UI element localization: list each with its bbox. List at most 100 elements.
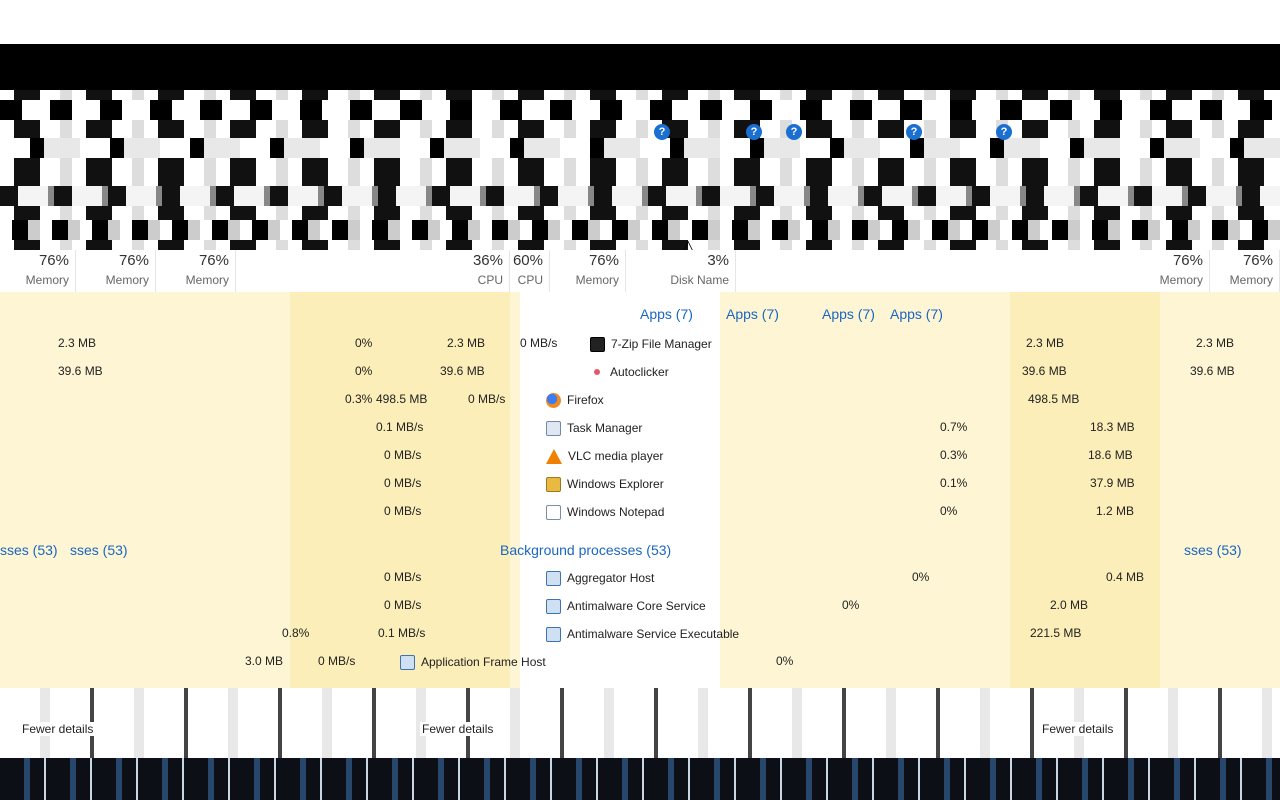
- column-header-memory[interactable]: 76% Memory: [0, 250, 76, 292]
- process-table: Apps (7) Apps (7) Apps (7) Apps (7) 2.3 …: [0, 292, 1280, 688]
- table-row[interactable]: 0.1 MB/s Task Manager 0.7% 18.3 MB: [0, 414, 1280, 442]
- header-percent: 76%: [1242, 252, 1273, 269]
- cpu-value: 0.3%: [940, 448, 968, 462]
- process-label: VLC media player: [568, 449, 664, 463]
- process-name: 7-Zip File Manager: [590, 334, 712, 354]
- status-bar: Fewer details Fewer details Fewer detail…: [0, 688, 1280, 758]
- table-row[interactable]: 0 MB/s Windows Explorer 0.1% 37.9 MB: [0, 470, 1280, 498]
- column-header-memory[interactable]: 76% Memory: [156, 250, 236, 292]
- memory-value: 39.6 MB: [440, 364, 485, 378]
- glitch-strip: [0, 100, 1280, 120]
- process-label: 7-Zip File Manager: [611, 337, 712, 351]
- vlc-icon: [546, 448, 562, 464]
- process-label: Aggregator Host: [567, 571, 655, 585]
- help-icon[interactable]: ?: [786, 124, 802, 140]
- disk-value: 0 MB/s: [384, 504, 422, 518]
- process-name: Windows Notepad: [546, 502, 664, 522]
- heat-column: [1010, 292, 1160, 688]
- table-row[interactable]: 0.8% 0.1 MB/s Antimalware Service Execut…: [0, 620, 1280, 648]
- table-row[interactable]: 3.0 MB 0 MB/s Application Frame Host 0%: [0, 648, 1280, 676]
- group-header-background[interactable]: sses (53) sses (53) Background processes…: [0, 536, 1280, 564]
- process-label: Antimalware Core Service: [567, 599, 706, 613]
- column-header-memory[interactable]: 76% Memory: [76, 250, 156, 292]
- cpu-value: 0%: [940, 504, 958, 518]
- column-header-memory[interactable]: 76% Memory: [1126, 250, 1210, 292]
- explorer-icon: [546, 476, 561, 492]
- column-header-cpu[interactable]: 60% CPU: [510, 250, 550, 292]
- process-label: Firefox: [567, 393, 604, 407]
- cpu-value: 0%: [912, 570, 930, 584]
- header-percent: 76%: [588, 252, 619, 269]
- group-label: sses (53): [1184, 542, 1242, 558]
- memory-value: 0.4 MB: [1106, 570, 1145, 584]
- fewer-details-button[interactable]: Fewer details: [1040, 722, 1116, 736]
- group-label: sses (53): [0, 542, 58, 558]
- table-row[interactable]: 0 MB/s Aggregator Host 0% 0.4 MB: [0, 564, 1280, 592]
- heat-column: [290, 292, 510, 688]
- table-row[interactable]: 0 MB/s Windows Notepad 0% 1.2 MB: [0, 498, 1280, 526]
- disk-value: 0.1 MB/s: [376, 420, 424, 434]
- heat-column: [720, 292, 1280, 688]
- process-label: Autoclicker: [610, 365, 669, 379]
- menu-bar: [0, 44, 1280, 90]
- header-percent: 76%: [198, 252, 229, 269]
- memory-value: 39.6 MB: [1190, 364, 1235, 378]
- process-label: Antimalware Service Executable: [567, 627, 740, 641]
- help-icon[interactable]: ?: [746, 124, 762, 140]
- memory-value: 1.2 MB: [1096, 504, 1135, 518]
- header-label: Memory: [105, 273, 149, 287]
- process-name: Autoclicker: [590, 362, 669, 382]
- table-row[interactable]: 39.6 MB 0% 39.6 MB Autoclicker 39.6 MB 3…: [0, 358, 1280, 386]
- glitch-strip: [0, 186, 1280, 206]
- disk-value: 0 MB/s: [318, 654, 356, 668]
- help-icon[interactable]: ?: [654, 124, 670, 140]
- header-percent: 3%: [707, 252, 729, 269]
- app-icon: [546, 570, 561, 586]
- fewer-details-button[interactable]: Fewer details: [420, 722, 496, 736]
- process-name: Firefox: [546, 390, 604, 410]
- column-header-memory[interactable]: 76% Memory: [1210, 250, 1280, 292]
- process-label: Windows Explorer: [567, 477, 664, 491]
- table-row[interactable]: 0.3% 498.5 MB 0 MB/s Firefox 498.5 MB: [0, 386, 1280, 414]
- cpu-value: 0%: [355, 336, 373, 350]
- group-label: sses (53): [70, 542, 128, 558]
- table-row[interactable]: 0 MB/s VLC media player 0.3% 18.6 MB: [0, 442, 1280, 470]
- column-header-disk[interactable]: 3% Disk Name: [626, 250, 736, 292]
- group-label: Apps (7): [640, 306, 693, 322]
- memory-value: 498.5 MB: [1028, 392, 1080, 406]
- process-name: Antimalware Core Service: [546, 596, 706, 616]
- header-percent: 60%: [512, 252, 543, 269]
- header-percent: 36%: [472, 252, 503, 269]
- header-label: Disk Name: [670, 273, 729, 287]
- process-name: Task Manager: [546, 418, 642, 438]
- group-header-apps[interactable]: Apps (7) Apps (7) Apps (7) Apps (7): [0, 300, 1280, 328]
- column-header-cpu[interactable]: 36% CPU: [236, 250, 510, 292]
- memory-value: 18.6 MB: [1088, 448, 1133, 462]
- header-label: Memory: [1159, 273, 1203, 287]
- app-icon: [546, 626, 561, 642]
- header-label: Memory: [185, 273, 229, 287]
- help-icon[interactable]: ?: [906, 124, 922, 140]
- group-label: Apps (7): [726, 306, 779, 322]
- disk-value: 0 MB/s: [468, 392, 506, 406]
- app-icon: [546, 598, 561, 614]
- cpu-value: 0.8%: [282, 626, 310, 640]
- header-label: Memory: [25, 273, 69, 287]
- firefox-icon: [546, 392, 561, 408]
- header-label: CPU: [477, 273, 503, 287]
- zip-icon: [590, 336, 605, 352]
- process-name: Windows Explorer: [546, 474, 664, 494]
- fewer-details-button[interactable]: Fewer details: [20, 722, 96, 736]
- help-icon[interactable]: ?: [996, 124, 1012, 140]
- table-row[interactable]: 0 MB/s Antimalware Core Service 0% 2.0 M…: [0, 592, 1280, 620]
- column-header-memory[interactable]: 76% Memory: [550, 250, 626, 292]
- memory-value: 2.3 MB: [447, 336, 486, 350]
- disk-value: 0 MB/s: [384, 570, 422, 584]
- tab-strip: ? ? ? ? ?: [0, 90, 1280, 250]
- dot-icon: [594, 369, 600, 375]
- notepad-icon: [546, 504, 561, 520]
- table-row[interactable]: 2.3 MB 0% 2.3 MB 0 MB/s 7-Zip File Manag…: [0, 330, 1280, 358]
- group-label: Apps (7): [822, 306, 875, 322]
- disk-value: 0.1 MB/s: [378, 626, 426, 640]
- memory-value: 2.0 MB: [1050, 598, 1089, 612]
